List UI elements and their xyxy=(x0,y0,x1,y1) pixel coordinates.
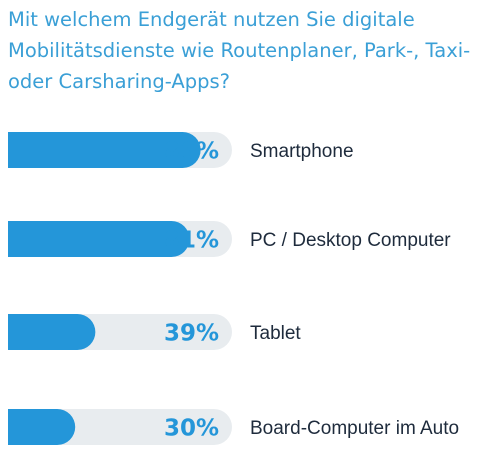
chart-title-line-1: Mit welchem Endgerät nutzen Sie digitale xyxy=(8,8,415,31)
value-label: 81% xyxy=(164,228,219,254)
category-label: PC / Desktop Computer xyxy=(250,230,451,251)
bar xyxy=(8,132,201,168)
chart-title-line-2: Mobilitätsdienste wie Routenplaner, Park… xyxy=(8,39,471,62)
bar xyxy=(8,221,190,257)
value-label: 39% xyxy=(164,321,219,347)
value-label: 30% xyxy=(164,416,219,442)
chart-title: Mit welchem Endgerät nutzen Sie digitale… xyxy=(8,4,496,97)
category-label: Smartphone xyxy=(250,141,354,162)
bar xyxy=(8,409,76,445)
bar-row: 86% Smartphone xyxy=(8,132,354,168)
bar-row: 30% Board-Computer im Auto xyxy=(8,409,459,445)
category-label: Tablet xyxy=(250,323,301,344)
chart-title-line-3: oder Carsharing-Apps? xyxy=(8,70,230,93)
bar-row: 81% PC / Desktop Computer xyxy=(8,221,451,257)
bar-row: 39% Tablet xyxy=(8,314,301,350)
bar xyxy=(8,314,96,350)
category-label: Board-Computer im Auto xyxy=(250,418,459,439)
value-label: 86% xyxy=(164,139,219,165)
